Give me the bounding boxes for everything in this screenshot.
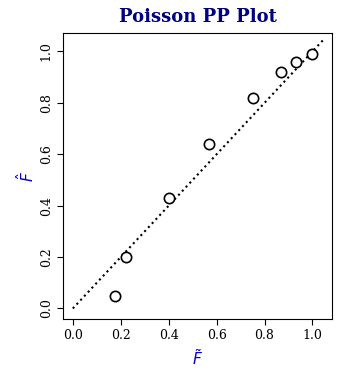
Point [166,195,171,201]
Point [250,95,255,101]
Title: Poisson PP Plot: Poisson PP Plot [119,8,276,26]
Point [293,59,299,65]
X-axis label: $\tilde{F}$: $\tilde{F}$ [192,348,203,368]
Y-axis label: $\hat{F}$: $\hat{F}$ [15,171,37,182]
Point [123,254,128,260]
Point [278,69,284,75]
Point [207,141,212,147]
Point [112,293,118,299]
Point [309,51,315,57]
